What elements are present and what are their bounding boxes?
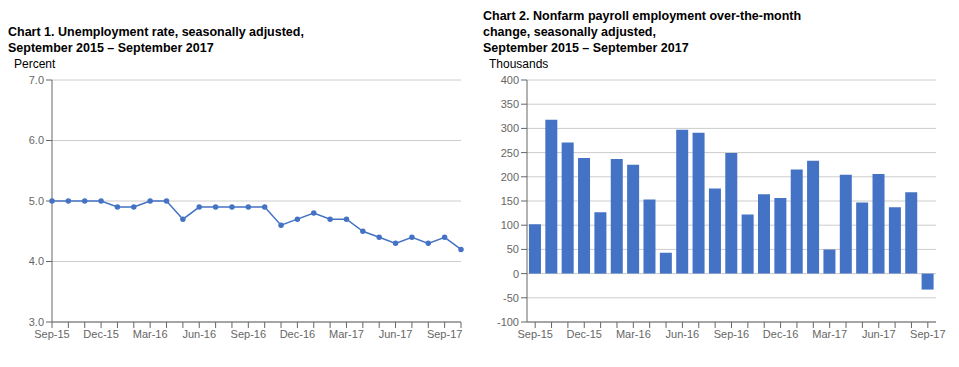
svg-text:7.0: 7.0 <box>29 74 44 86</box>
svg-text:150: 150 <box>501 195 519 207</box>
svg-text:Jun-17: Jun-17 <box>862 328 896 340</box>
svg-text:300: 300 <box>501 122 519 134</box>
svg-text:Jun-16: Jun-16 <box>182 328 216 340</box>
svg-text:100: 100 <box>501 219 519 231</box>
svg-text:Sep-16: Sep-16 <box>231 328 266 340</box>
svg-text:Sep-15: Sep-15 <box>517 328 552 340</box>
svg-text:Dec-15: Dec-15 <box>83 328 118 340</box>
svg-text:350: 350 <box>501 98 519 110</box>
html-text:Chart 1. Unemployment rate, se: Chart 1. Unemployment rate, seasonally a… <box>8 25 304 55</box>
svg-text:6.0: 6.0 <box>29 134 44 146</box>
svg-text:Dec-16: Dec-16 <box>280 328 315 340</box>
svg-text:-100: -100 <box>497 316 519 328</box>
svg-text:Sep-17: Sep-17 <box>427 328 462 340</box>
svg-text:400: 400 <box>501 74 519 86</box>
svg-text:50: 50 <box>507 243 519 255</box>
svg-text:200: 200 <box>501 171 519 183</box>
svg-text:Sep-15: Sep-15 <box>34 328 69 340</box>
svg-text:3.0: 3.0 <box>29 316 44 328</box>
svg-text:Jun-16: Jun-16 <box>666 328 700 340</box>
html-text:Percent: Percent <box>14 57 56 71</box>
svg-text:Mar-16: Mar-16 <box>616 328 651 340</box>
html-text:Thousands: Thousands <box>489 57 549 71</box>
svg-text:Mar-17: Mar-17 <box>329 328 364 340</box>
svg-text:5.0: 5.0 <box>29 195 44 207</box>
svg-text:0: 0 <box>513 268 519 280</box>
svg-text:Sep-16: Sep-16 <box>714 328 749 340</box>
svg-text:Sep-17: Sep-17 <box>910 328 945 340</box>
svg-text:Dec-16: Dec-16 <box>763 328 798 340</box>
svg-text:Dec-15: Dec-15 <box>567 328 602 340</box>
svg-text:4.0: 4.0 <box>29 255 44 267</box>
svg-text:Mar-17: Mar-17 <box>812 328 847 340</box>
svg-text:-50: -50 <box>503 292 519 304</box>
svg-text:Jun-17: Jun-17 <box>379 328 413 340</box>
svg-text:250: 250 <box>501 147 519 159</box>
svg-text:Mar-16: Mar-16 <box>133 328 168 340</box>
html-text:Chart 2. Nonfarm payroll emplo: Chart 2. Nonfarm payroll employment over… <box>483 9 802 55</box>
